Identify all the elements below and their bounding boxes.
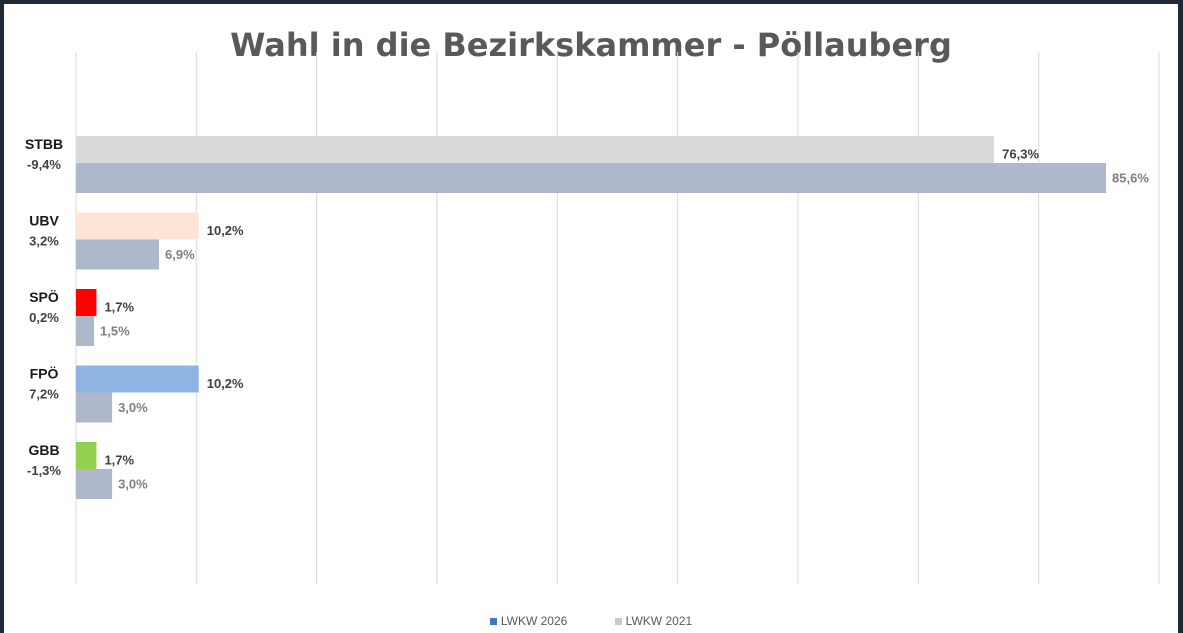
bar-2021-ubv [76,239,160,270]
data-label-2026-ubv: 10,2% [207,223,244,238]
bar-2021-gbb [76,469,113,499]
legend-label-2021: LWKW 2021 [625,614,693,628]
legend-swatch-2026 [489,618,497,626]
bar-2021-stbb [76,163,1107,193]
legend-item-2021: LWKW 2021 [614,614,693,628]
change-label-spö: 0,2% [29,310,59,325]
data-label-2021-ubv: 6,9% [165,247,195,262]
data-label-2021-gbb: 3,0% [118,477,148,492]
legend-item-2026: LWKW 2026 [489,614,568,628]
bar-2021-spö [76,316,95,346]
bar-2026-stbb [76,136,995,163]
bar-2021-fpö [76,392,113,423]
data-label-2021-stbb: 85,6% [1112,171,1149,186]
category-label-gbb: GBB [28,442,59,458]
chart-title: Wahl in die Bezirkskammer - Pöllauberg [230,26,952,64]
category-label-fpö: FPÖ [30,366,59,382]
legend-label-2026: LWKW 2026 [500,614,568,628]
bar-2026-gbb [76,442,97,469]
change-label-fpö: 7,2% [29,387,59,402]
category-label-stbb: STBB [25,136,63,152]
legend-swatch-2021 [614,618,622,626]
data-label-2026-spö: 1,7% [104,300,134,315]
change-label-stbb: -9,4% [27,157,61,172]
data-label-2026-fpö: 10,2% [207,376,244,391]
change-label-ubv: 3,2% [29,234,59,249]
bar-2026-spö [76,289,97,316]
chart-frame: Wahl in die Bezirkskammer - Pöllauberg 7… [4,4,1178,633]
data-label-2026-stbb: 76,3% [1002,147,1039,162]
data-label-2021-fpö: 3,0% [118,400,148,415]
category-label-spö: SPÖ [29,289,59,305]
change-label-gbb: -1,3% [27,463,61,478]
bar-chart: 76,3% 85,6% STBB -9,4% 10,2% 6,9% UBV 3,2% 1,7% 1… [25,52,1160,584]
category-label-ubv: UBV [29,213,59,229]
data-label-2021-spö: 1,5% [100,324,130,339]
legend: LWKW 2026 LWKW 2021 [4,614,1178,628]
bar-2026-fpö [76,365,199,393]
bar-2026-ubv [76,212,199,240]
data-label-2026-gbb: 1,7% [104,453,134,468]
